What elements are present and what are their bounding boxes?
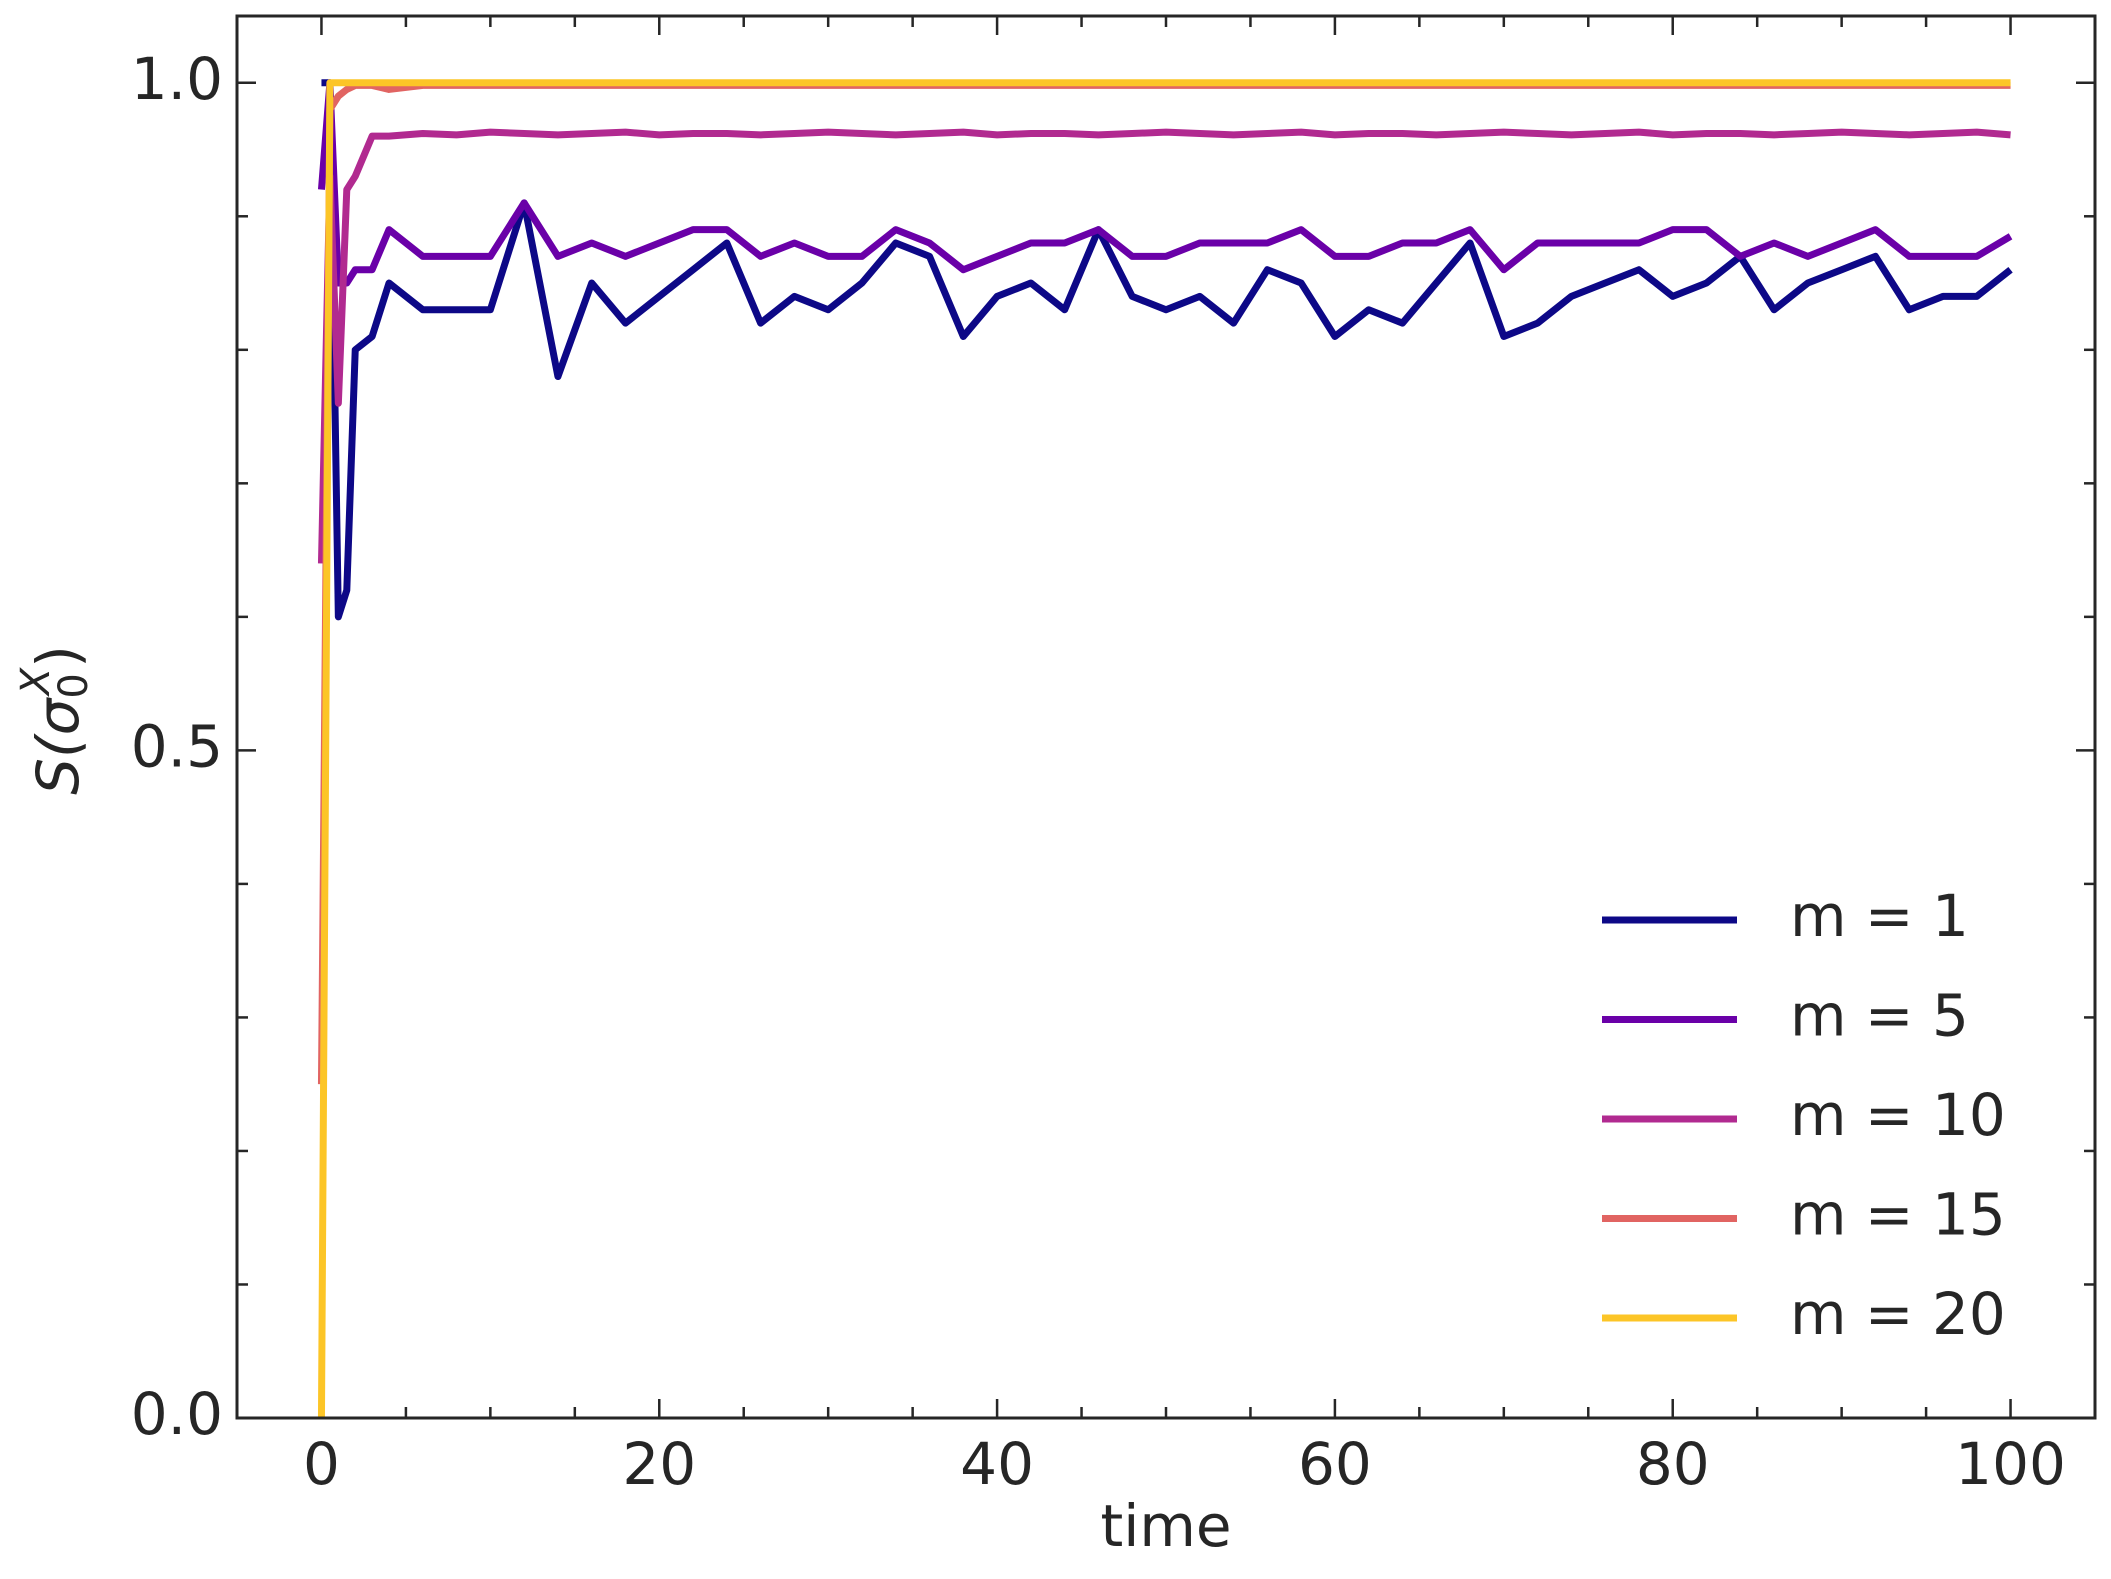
y-tick-label: 1.0 [131, 45, 223, 113]
x-tick-label: 20 [622, 1430, 696, 1498]
legend-label: m = 1 [1790, 882, 1969, 950]
y-label-sup: X [13, 666, 59, 697]
legend-label: m = 5 [1790, 982, 1969, 1050]
series-line [317, 79, 2011, 1419]
y-label-end: ) [24, 645, 92, 668]
x-tick-label: 0 [303, 1430, 340, 1498]
y-axis-label: S(σ0X) [13, 645, 97, 795]
y-tick-label: 0.5 [131, 712, 223, 780]
plot-frame [235, 14, 2097, 1420]
x-axis-label: time [1100, 1492, 1231, 1560]
x-tick-label: 100 [1955, 1430, 2066, 1498]
y-tick-label: 0.0 [131, 1380, 223, 1448]
y-label-sub: 0 [51, 673, 97, 698]
x-tick-label: 40 [960, 1430, 1034, 1498]
legend-label: m = 10 [1790, 1081, 2006, 1149]
x-tick-label: 80 [1636, 1430, 1710, 1498]
x-tick-label: 60 [1298, 1430, 1372, 1498]
legend-label: m = 15 [1790, 1181, 2006, 1249]
y-label-base: S(σ [24, 696, 92, 794]
legend-label: m = 20 [1790, 1280, 2006, 1348]
series-line [317, 128, 2011, 564]
series-line [317, 79, 2013, 287]
